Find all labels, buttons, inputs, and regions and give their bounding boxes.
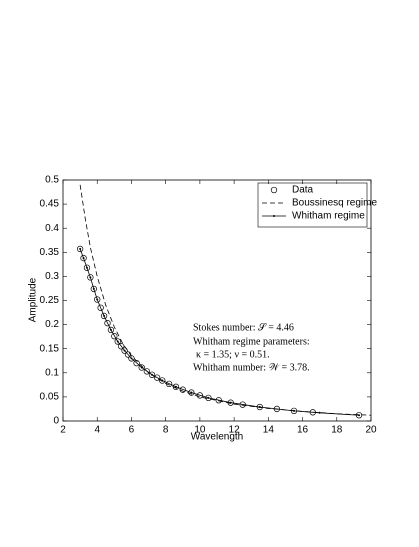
- data-point: [118, 343, 125, 350]
- data-point: [104, 320, 111, 327]
- x-tick-label: 14: [263, 425, 275, 436]
- x-tick-label: 10: [194, 425, 206, 436]
- legend-marker: [270, 186, 278, 194]
- line-dot: [358, 414, 361, 417]
- line-dot: [82, 257, 85, 260]
- y-tick-label: 0.25: [40, 295, 60, 306]
- x-tick-label: 12: [229, 425, 241, 436]
- y-tick-label: 0.1: [45, 367, 59, 378]
- line-dot: [150, 373, 153, 376]
- data-point: [80, 254, 87, 262]
- line-dot: [258, 406, 261, 409]
- x-tick-label: 2: [60, 425, 66, 436]
- x-tick-label: 6: [129, 425, 135, 436]
- line-dot: [318, 411, 321, 414]
- x-tick-label: 4: [94, 425, 100, 436]
- line-dot: [85, 266, 88, 269]
- series-line: [79, 248, 360, 416]
- y-axis-label: Amplitude: [28, 277, 39, 322]
- x-tick-label: 8: [163, 425, 169, 436]
- line-dot: [161, 379, 164, 382]
- y-tick-label: 0.45: [40, 199, 60, 210]
- line-dot: [109, 328, 112, 331]
- annotation: Whitham number: 𝒲 = 3.78.: [193, 362, 310, 373]
- annotation: Stokes number: 𝒮 = 4.46: [193, 322, 294, 333]
- line-dot: [229, 401, 232, 404]
- line-dot: [140, 366, 143, 369]
- y-tick-label: 0.4: [45, 223, 59, 234]
- data-point: [114, 338, 121, 345]
- x-tick-label: 18: [331, 425, 343, 436]
- line-dot: [123, 349, 126, 352]
- x-axis-label: Wavelength: [191, 432, 243, 443]
- line-dot: [103, 314, 106, 317]
- line-dot: [293, 409, 295, 412]
- y-tick-label: 0.35: [40, 247, 60, 258]
- line-dot: [96, 298, 99, 301]
- data-point: [100, 312, 108, 320]
- data-point: [196, 392, 204, 399]
- y-tick-label: 0.05: [40, 392, 60, 403]
- line-dot: [190, 391, 193, 394]
- data-point: [94, 296, 101, 303]
- x-tick-label: 20: [365, 425, 377, 436]
- legend-label: Boussinesq regime: [292, 198, 377, 209]
- y-tick-label: 0.2: [45, 319, 59, 330]
- data-point: [121, 347, 128, 354]
- data-point: [83, 264, 91, 271]
- data-point: [87, 274, 94, 281]
- y-tick-label: 0.3: [45, 271, 59, 282]
- data-point: [90, 285, 97, 293]
- data-point: [138, 364, 145, 371]
- data-point: [188, 389, 195, 396]
- data-point: [148, 371, 156, 378]
- line-dot: [89, 276, 92, 279]
- y-tick-label: 0.15: [40, 343, 60, 354]
- y-tick-label: 0.5: [45, 175, 59, 186]
- data-point: [107, 326, 115, 334]
- data-point: [76, 245, 84, 253]
- annotation: Whitham regime parameters:: [193, 336, 310, 347]
- annotation: κ = 1.35; ν = 0.51.: [196, 349, 270, 360]
- legend-box: [257, 182, 368, 228]
- legend-label: Data: [292, 185, 314, 196]
- line-dot: [116, 340, 119, 343]
- legend-marker: [273, 215, 275, 217]
- legend-label: Whitham regime: [292, 211, 365, 222]
- data-point: [159, 377, 166, 384]
- x-tick-label: 16: [297, 425, 309, 436]
- line-dot: [174, 385, 177, 388]
- line-dot: [92, 287, 95, 290]
- line-dot: [79, 247, 82, 250]
- data-point: [143, 368, 150, 375]
- data-point: [215, 397, 222, 404]
- data-point: [133, 360, 140, 367]
- line-dot: [130, 357, 133, 360]
- data-point: [97, 304, 104, 311]
- line-dot: [207, 396, 210, 399]
- data-point: [153, 374, 161, 381]
- data-point: [111, 333, 118, 340]
- y-tick-label: 0: [53, 416, 59, 427]
